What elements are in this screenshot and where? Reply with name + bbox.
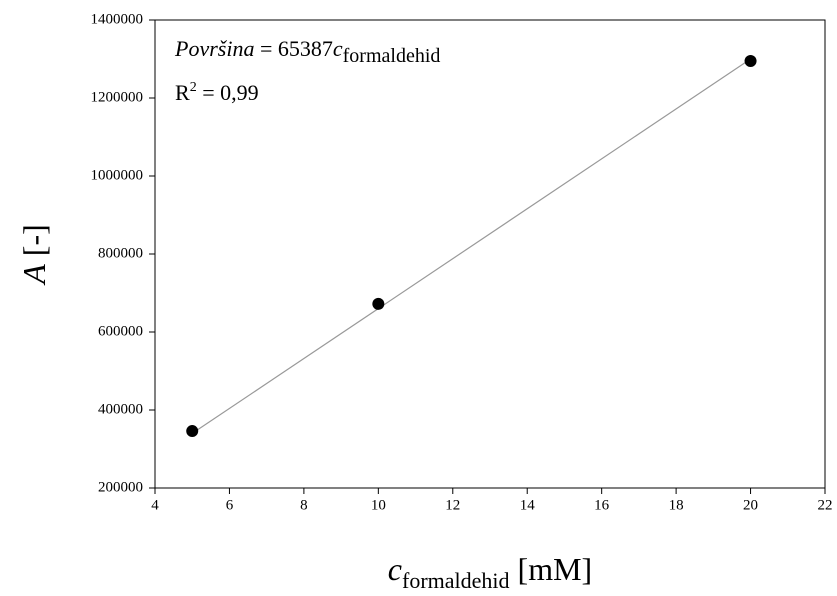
x-tick-label: 20 <box>743 497 758 513</box>
y-tick-label: 1200000 <box>91 89 144 105</box>
r2-superscript: 2 <box>190 80 197 95</box>
x-tick-label: 14 <box>520 497 536 513</box>
equation-label: Površina <box>174 36 254 61</box>
y-tick-label: 1400000 <box>91 11 144 27</box>
x-tick-label: 22 <box>818 497 833 513</box>
x-tick-label: 18 <box>669 497 684 513</box>
r2-annotation: R2 = 0,99 <box>175 71 259 105</box>
x-tick-label: 16 <box>594 497 610 513</box>
x-tick-label: 4 <box>151 497 159 513</box>
y-tick-label: 200000 <box>98 479 143 495</box>
x-axis-label: cformaldehid [mM] <box>388 551 592 595</box>
y-tick-label: 400000 <box>98 401 143 417</box>
x-label-symbol: c <box>388 551 402 587</box>
x-tick-label: 12 <box>445 497 460 513</box>
y-tick-label: 1000000 <box>91 167 144 183</box>
data-point <box>186 425 199 438</box>
equation-annotation: Površina = 65387cformaldehid <box>174 36 440 67</box>
y-axis-label: A [-] <box>16 224 52 286</box>
y-tick-label: 600000 <box>98 323 143 339</box>
y-label-unit: [-] <box>16 224 52 256</box>
r2-text: = 0,99 <box>202 80 258 105</box>
equation-subscript: formaldehid <box>343 45 441 67</box>
y-tick-label: 800000 <box>98 245 143 261</box>
x-tick-label: 8 <box>300 497 308 513</box>
x-tick-label: 10 <box>371 497 386 513</box>
x-label-unit: [mM] <box>518 551 593 587</box>
data-point <box>372 297 385 310</box>
equation-symbol: c <box>333 36 343 61</box>
x-label-subscript: formaldehid <box>402 568 510 593</box>
r2-symbol: R <box>175 80 190 105</box>
data-point <box>744 54 757 67</box>
y-label-symbol: A <box>16 264 52 286</box>
x-tick-label: 6 <box>226 497 234 513</box>
fit-line <box>191 58 751 434</box>
equation-text: = 65387 <box>260 36 333 61</box>
